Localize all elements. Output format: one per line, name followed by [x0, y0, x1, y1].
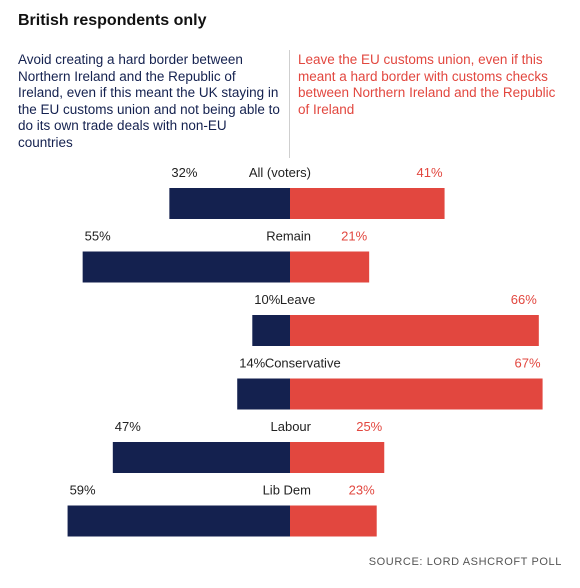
source-note: SOURCE: LORD ASHCROFT POLL [368, 556, 562, 568]
value-label-left-1: 55% [85, 229, 111, 244]
bar-left-3 [237, 378, 290, 410]
category-label-4: Labour [271, 419, 312, 434]
value-label-right-4: 25% [356, 419, 382, 434]
bar-left-5 [67, 505, 290, 537]
value-label-left-0: 32% [171, 165, 197, 180]
bar-left-4 [112, 442, 290, 473]
bar-right-3 [290, 378, 543, 410]
category-label-1: Remain [266, 229, 311, 244]
bar-right-1 [290, 251, 370, 283]
legend-divider [289, 50, 290, 158]
legend-left-text: Avoid creating a hard border between Nor… [18, 52, 280, 150]
value-label-right-0: 41% [417, 165, 443, 180]
value-label-right-1: 21% [341, 229, 367, 244]
value-label-left-3: 14% [239, 356, 265, 371]
category-label-2: Leave [280, 292, 315, 307]
value-label-left-5: 59% [70, 483, 96, 498]
value-label-left-4: 47% [115, 419, 141, 434]
bar-right-5 [290, 505, 377, 537]
bar-left-0 [169, 188, 290, 219]
bar-left-1 [82, 251, 291, 283]
value-label-right-2: 66% [511, 292, 537, 307]
value-label-left-2: 10% [254, 292, 280, 307]
category-label-0: All (voters) [249, 165, 311, 180]
category-label-3: Conservative [265, 356, 341, 371]
bar-left-2 [252, 315, 290, 346]
bar-right-0 [290, 188, 445, 219]
chart-title: British respondents only [18, 12, 207, 29]
category-label-5: Lib Dem [263, 483, 311, 498]
bar-right-4 [290, 442, 385, 473]
bar-right-2 [290, 315, 539, 346]
value-label-right-5: 23% [349, 483, 375, 498]
value-label-right-3: 67% [515, 356, 541, 371]
legend-right-text: Leave the EU customs union, even if this… [298, 52, 556, 117]
